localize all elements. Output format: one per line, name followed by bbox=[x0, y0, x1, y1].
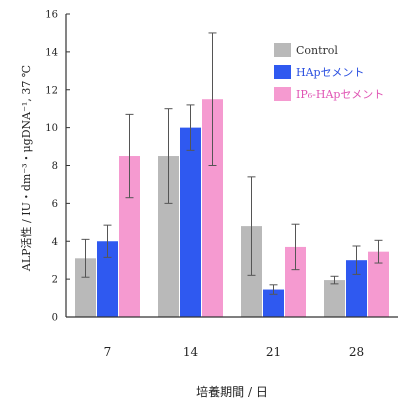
legend: Control HApセメント IP₆-HApセメント bbox=[274, 43, 384, 101]
y-axis-title: ALP活性 / IU・dm⁻³・μgDNA⁻¹, 37 ℃ bbox=[19, 65, 33, 272]
legend-label: HApセメント bbox=[296, 66, 364, 79]
legend-label: Control bbox=[296, 44, 338, 57]
bar bbox=[97, 241, 118, 317]
bar bbox=[119, 156, 140, 317]
bar bbox=[324, 280, 345, 317]
bar bbox=[75, 258, 96, 317]
error-bars bbox=[81, 32, 383, 295]
bar bbox=[346, 260, 367, 317]
y-tick-label: 14 bbox=[45, 47, 58, 58]
y-tick-labels: 0 2 4 6 8 10 12 14 16 bbox=[45, 10, 58, 324]
x-category-label: 21 bbox=[266, 345, 281, 359]
y-tick-label: 2 bbox=[52, 275, 58, 286]
bar bbox=[202, 99, 223, 317]
y-tick-label: 6 bbox=[52, 199, 58, 210]
x-category-label: 28 bbox=[349, 345, 364, 359]
bar bbox=[368, 251, 389, 317]
bar bbox=[285, 246, 306, 317]
x-axis-title: 培養期間 / 日 bbox=[196, 384, 268, 399]
y-tick-label: 10 bbox=[45, 123, 58, 134]
x-category-label: 7 bbox=[104, 345, 112, 359]
y-tick-label: 16 bbox=[45, 10, 58, 21]
legend-swatch bbox=[274, 65, 291, 79]
x-category-labels: 7 14 21 28 bbox=[104, 345, 364, 359]
legend-swatch bbox=[274, 43, 291, 57]
bar bbox=[158, 156, 179, 317]
y-tick-label: 12 bbox=[45, 85, 58, 96]
bars bbox=[75, 99, 389, 317]
y-tick-label: 0 bbox=[52, 313, 58, 324]
axes bbox=[65, 13, 398, 318]
legend-swatch bbox=[274, 87, 291, 101]
x-category-label: 14 bbox=[183, 345, 199, 359]
y-tick-label: 4 bbox=[52, 237, 58, 248]
legend-label: IP₆-HApセメント bbox=[296, 88, 384, 101]
y-tick-label: 8 bbox=[52, 161, 58, 172]
bar bbox=[263, 289, 284, 317]
bar bbox=[180, 127, 201, 317]
